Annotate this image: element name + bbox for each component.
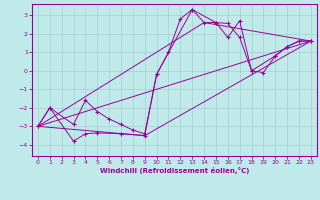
X-axis label: Windchill (Refroidissement éolien,°C): Windchill (Refroidissement éolien,°C) (100, 167, 249, 174)
